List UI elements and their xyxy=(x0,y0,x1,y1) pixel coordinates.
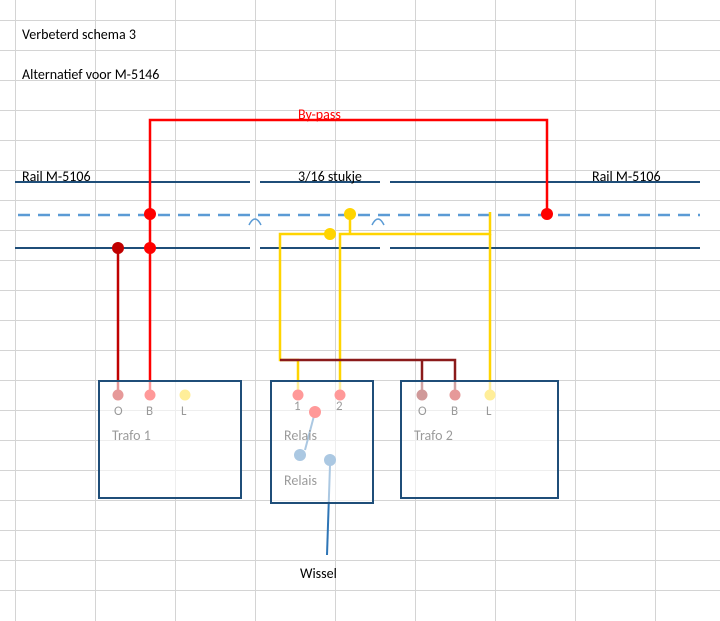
gridline-v xyxy=(255,0,256,621)
gridline-h xyxy=(0,20,720,21)
gridline-h xyxy=(0,350,720,351)
gridline-v xyxy=(95,0,96,621)
wissel-label: Wissel xyxy=(300,565,337,582)
gridline-v xyxy=(15,0,16,621)
trafo2-box xyxy=(400,380,559,499)
gridline-h xyxy=(0,290,720,291)
gridline-v xyxy=(175,0,176,621)
gridline-h xyxy=(0,560,720,561)
rail-left-label: Rail M-5106 xyxy=(22,168,91,185)
gridline-h xyxy=(0,590,720,591)
gridline-h xyxy=(0,230,720,231)
rail-right-label: Rail M-5106 xyxy=(592,168,661,185)
gridline-v xyxy=(655,0,656,621)
gridline-v xyxy=(495,0,496,621)
gridline-h xyxy=(0,530,720,531)
gridline-v xyxy=(335,0,336,621)
gridline-h xyxy=(0,260,720,261)
gridline-h xyxy=(0,110,720,111)
gridline-h xyxy=(0,320,720,321)
gridline-h xyxy=(0,140,720,141)
trafo1-box xyxy=(98,380,242,499)
subtitle-text: Alternatief voor M-5146 xyxy=(22,66,159,83)
gridline-h xyxy=(0,200,720,201)
spreadsheet-diagram: { "canvas":{"w":720,"h":621}, "grid":{ "… xyxy=(0,0,720,621)
title-text: Verbeterd schema 3 xyxy=(22,26,136,43)
gridline-v xyxy=(415,0,416,621)
gridline-h xyxy=(0,50,720,51)
relais-box xyxy=(270,380,374,504)
wiring-layer: Trafo 1OBLRelais12Trafo 2OBLRelais xyxy=(0,0,720,621)
rail-mid-label: 3/16 stukje xyxy=(298,168,362,185)
gridline-v xyxy=(575,0,576,621)
bypass-label: By-pass xyxy=(298,106,341,123)
